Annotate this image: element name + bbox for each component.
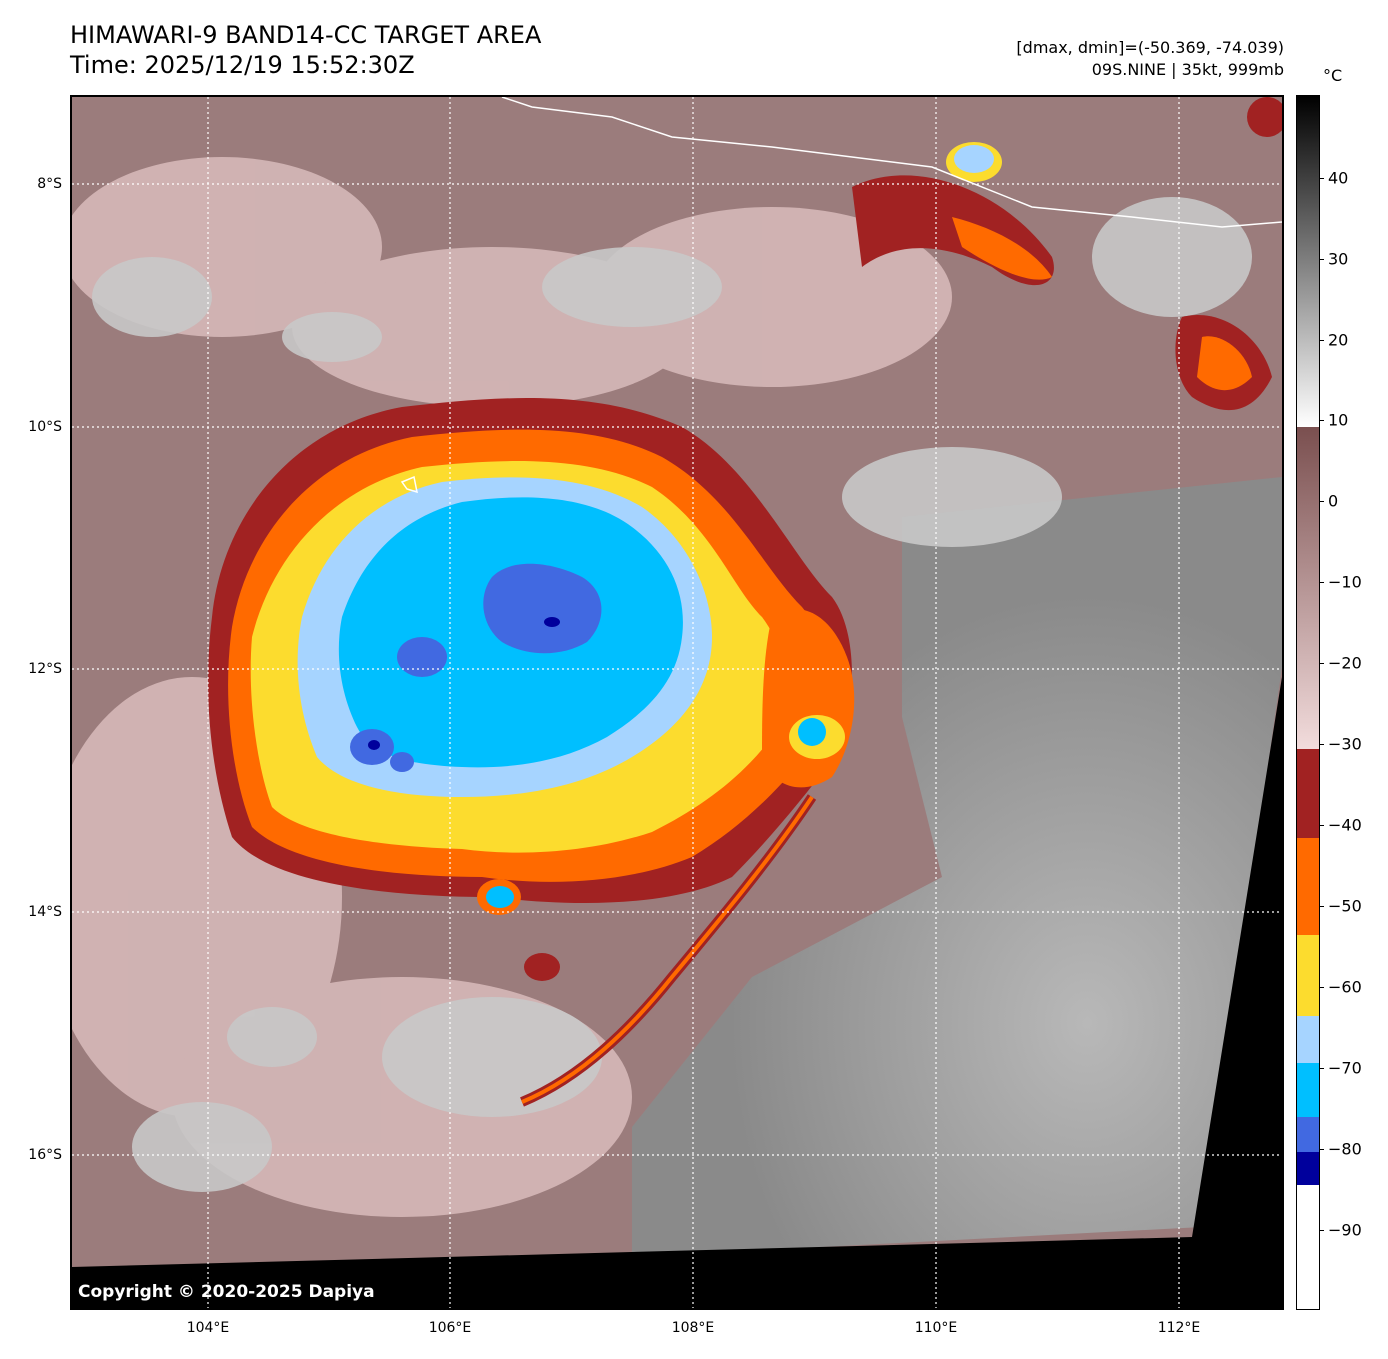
storm-summary-text: 09S.NINE | 35kt, 999mb [1091, 60, 1284, 79]
colorbar-tick-minus40: −40 [1328, 815, 1362, 835]
colorbar-tick-minus90: −90 [1328, 1220, 1362, 1240]
title-line-1: HIMAWARI-9 BAND14-CC TARGET AREA [70, 21, 542, 49]
dmax-dmin-text: [dmax, dmin]=(-50.369, -74.039) [1016, 38, 1284, 57]
colorbar-tick-0: 0 [1328, 491, 1339, 511]
colorbar-gradient [1297, 96, 1319, 1309]
colorbar-tick-10: 10 [1328, 410, 1349, 430]
java-coastline [501, 97, 1282, 228]
colorbar-tick-minus60: −60 [1328, 977, 1362, 997]
lon-label-110e: 110°E [914, 1320, 958, 1336]
colorbar-tickmark [1320, 340, 1324, 341]
eastern-convective-arm [520, 609, 855, 1107]
clear-sky-region [632, 477, 1282, 1257]
colorbar-unit: °C [1323, 66, 1343, 85]
no-data-region [72, 677, 1282, 1308]
colorbar-tick-minus80: −80 [1328, 1139, 1362, 1159]
colorbar-tick-minus30: −30 [1328, 734, 1362, 754]
satellite-imagery [72, 97, 1282, 1308]
colorbar-tick-minus70: −70 [1328, 1058, 1362, 1078]
satellite-map: Copyright © 2020-2025 Dapiya [70, 95, 1284, 1310]
colorbar-tickmark [1320, 987, 1324, 988]
colorbar-tickmark [1320, 906, 1324, 907]
title-line-2: Time: 2025/12/19 15:52:30Z [70, 51, 415, 79]
gridlines [72, 97, 1282, 1308]
isolated-convective-cells [477, 97, 1282, 981]
christmas-island-outline [400, 475, 418, 494]
colorbar-tickmark [1320, 178, 1324, 179]
lat-label-10s: 10°S [28, 419, 62, 435]
colorbar-tickmark [1320, 663, 1324, 664]
colorbar-tick-minus10: −10 [1328, 572, 1362, 592]
colorbar-tickmark [1320, 582, 1324, 583]
colorbar-tick-30: 30 [1328, 249, 1349, 269]
lat-label-8s: 8°S [37, 176, 62, 192]
colorbar-tickmark [1320, 1230, 1324, 1231]
lon-label-104e: 104°E [186, 1320, 230, 1336]
colorbar-tickmark [1320, 259, 1324, 260]
lon-label-106e: 106°E [428, 1320, 472, 1336]
colorbar-tick-40: 40 [1328, 168, 1349, 188]
colorbar-tickmark [1320, 744, 1324, 745]
gray-cloud-patches [92, 197, 1252, 1192]
colorbar [1296, 95, 1320, 1310]
colorbar-tickmark [1320, 420, 1324, 421]
colorbar-tickmark [1320, 1068, 1324, 1069]
lon-label-108e: 108°E [671, 1320, 715, 1336]
lat-label-16s: 16°S [28, 1147, 62, 1163]
colorbar-tick-minus20: −20 [1328, 653, 1362, 673]
lat-label-12s: 12°S [28, 661, 62, 677]
copyright-text: Copyright © 2020-2025 Dapiya [78, 1282, 375, 1302]
colorbar-tickmark [1320, 501, 1324, 502]
lon-label-112e: 112°E [1157, 1320, 1201, 1336]
colorbar-tickmark [1320, 825, 1324, 826]
colorbar-tickmark [1320, 1149, 1324, 1150]
figure-title: HIMAWARI-9 BAND14-CC TARGET AREA Time: 20… [70, 20, 541, 80]
colorbar-tick-20: 20 [1328, 330, 1349, 350]
storm-info: [dmax, dmin]=(-50.369, -74.039) 09S.NINE… [1016, 37, 1284, 81]
lat-label-14s: 14°S [28, 904, 62, 920]
convective-cloud-system [208, 398, 852, 903]
colorbar-tick-minus50: −50 [1328, 896, 1362, 916]
